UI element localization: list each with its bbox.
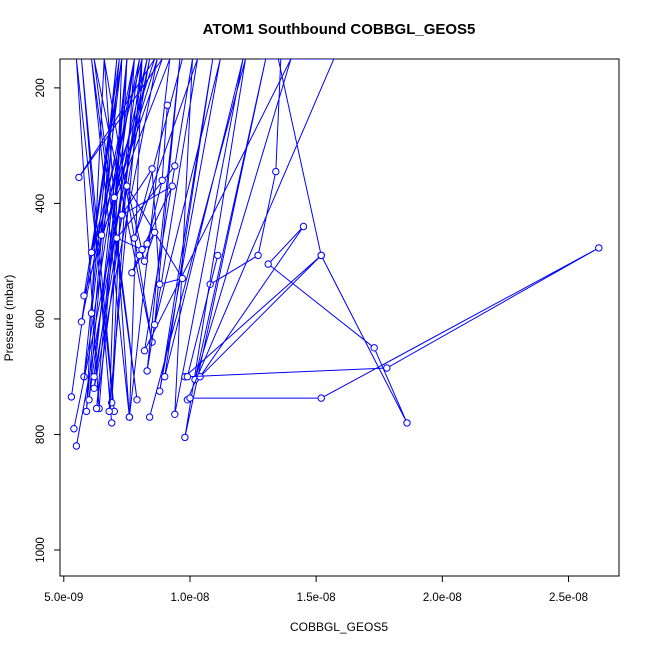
data-point [90,384,98,392]
data-point [272,167,280,176]
data-point [138,245,146,254]
chart-title: ATOM1 Southbound COBBGL_GEOS5 [203,21,476,38]
data-point [140,257,149,265]
y-tick-label: 600 [35,309,47,328]
data-point [183,373,192,381]
data-point [110,193,119,202]
x-tick-label: 2.0e-08 [423,592,462,604]
data-point [370,344,378,352]
series-line [184,59,408,424]
data-point [72,442,81,450]
data-point [80,292,88,300]
x-tick-label: 5.0e-09 [44,592,83,604]
data-point [186,394,194,402]
data-point [148,165,156,173]
data-point [403,419,411,427]
data-point [171,410,179,418]
data-point [108,419,116,427]
x-axis: 5.0e-09 1.0e-08 1.5e-08 2.0e-08 2.5e-08 [44,576,588,604]
y-tick-label: 400 [35,194,47,213]
y-tick-label: 800 [35,425,47,444]
data-point [150,321,159,329]
x-axis-label: COBBGL_GEOS5 [290,620,388,634]
data-point [130,234,139,242]
series-line [186,247,600,399]
data-point [143,367,151,375]
y-axis-label: Pressure (mbar) [2,275,16,362]
data-point [67,393,76,401]
data-point [150,228,159,237]
data-point [75,173,83,182]
data-point [85,396,93,404]
series-line [133,59,292,438]
data-point [87,309,96,317]
data-point [254,251,262,260]
data-point [145,413,154,421]
data-point [128,269,136,277]
data-point [105,407,113,416]
y-axis: 200 400 600 800 1000 [35,78,60,563]
x-tick-label: 1.5e-08 [297,592,336,604]
data-point [140,347,149,355]
data-point [168,182,177,190]
plot-frame [59,58,620,577]
data-point [156,387,164,395]
data-point [163,101,172,109]
data-point [97,231,106,239]
data-point [317,394,325,402]
data-point [118,211,126,219]
x-tick-label: 1.0e-08 [170,592,209,604]
data-point [156,280,164,288]
data-point [123,182,131,190]
y-tick-label: 1000 [35,537,47,563]
data-point [125,413,134,421]
data-point [158,176,166,185]
series-line [186,59,335,400]
data-point [70,425,78,433]
data-point [77,318,86,326]
x-tick-label: 2.5e-08 [549,592,588,604]
data-point [317,251,325,260]
data-point [92,404,101,413]
data-point [87,248,96,257]
data-point [90,373,98,381]
data-point [143,240,151,248]
data-point [82,407,91,416]
data-point [264,260,272,268]
data-point [178,274,187,283]
data-point [181,433,189,442]
data-point [113,234,121,242]
data-point [133,396,141,404]
series-line [73,59,171,447]
data-point [299,222,308,231]
data-point [595,244,603,252]
data-point [214,251,222,260]
data-point [171,162,179,170]
data-point [383,364,391,372]
data-point [161,373,169,381]
y-tick-label: 200 [35,78,47,97]
series-layer [67,59,603,450]
